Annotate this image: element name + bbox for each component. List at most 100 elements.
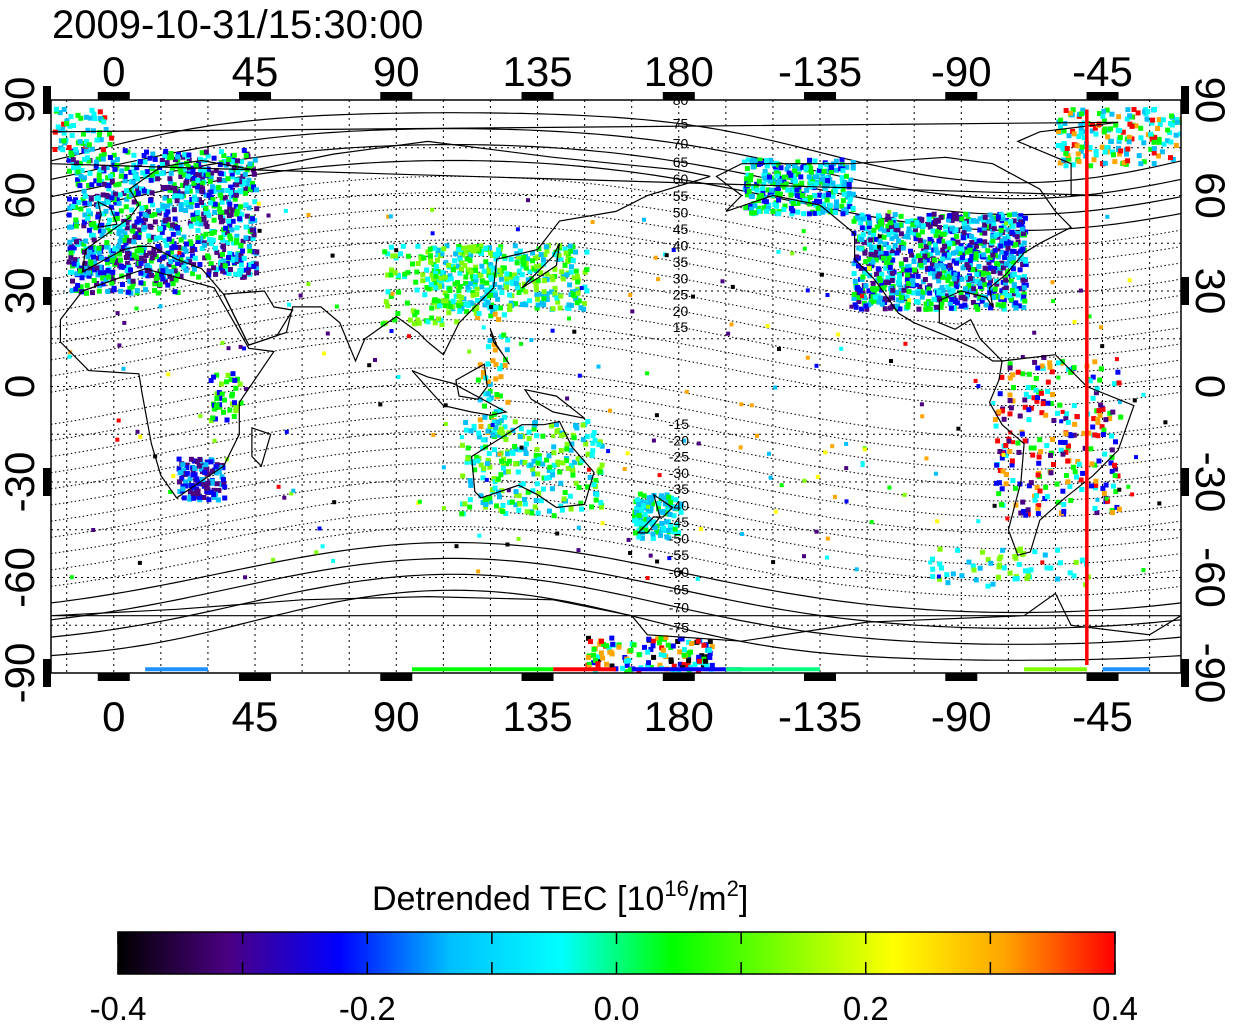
- tec-cell: [474, 305, 480, 311]
- tec-cell: [256, 201, 261, 206]
- tec-cell: [101, 270, 107, 276]
- contour-label: 15: [673, 319, 689, 335]
- tec-cell: [237, 188, 243, 194]
- tec-cell: [509, 499, 515, 505]
- tec-cell: [522, 496, 527, 502]
- tec-cell: [76, 200, 82, 205]
- tec-cell: [188, 204, 194, 210]
- tec-cell: [575, 273, 580, 279]
- tec-cell: [210, 237, 216, 243]
- tec-cell: [854, 567, 859, 572]
- tec-cell: [1134, 455, 1138, 460]
- tec-cell: [466, 287, 472, 293]
- tec-cell: [1141, 568, 1146, 572]
- tec-cell: [89, 146, 95, 152]
- tec-cell: [562, 490, 568, 495]
- tec-cell: [235, 158, 241, 164]
- tec-cell: [1025, 511, 1031, 517]
- tec-cell: [178, 206, 184, 212]
- tec-cell: [928, 560, 933, 565]
- tec-cell: [929, 261, 935, 267]
- tec-cell: [850, 205, 856, 211]
- contour-label: -45: [669, 514, 689, 530]
- tec-cell: [753, 184, 759, 190]
- tec-cell: [656, 529, 662, 535]
- contour-label: -50: [669, 530, 689, 546]
- tec-cell: [109, 135, 115, 141]
- tec-cell: [239, 211, 245, 217]
- lon-label-bottom: 180: [644, 693, 714, 740]
- tec-cell: [116, 418, 121, 423]
- tec-cell: [776, 197, 782, 203]
- tec-cell: [1011, 255, 1017, 261]
- tec-cell: [982, 222, 988, 228]
- tec-cell: [932, 268, 938, 274]
- tec-cell: [442, 303, 448, 309]
- tec-cell: [879, 280, 885, 286]
- tec-cell: [85, 127, 91, 133]
- tec-cell: [544, 277, 550, 283]
- tec-cell: [960, 235, 966, 241]
- tec-cell: [172, 268, 178, 274]
- tec-cell: [468, 252, 474, 258]
- tec-cell: [217, 464, 223, 470]
- tec-cell: [1090, 424, 1096, 430]
- tec-cell: [100, 211, 106, 217]
- tec-cell: [485, 361, 491, 367]
- tec-cell: [541, 261, 547, 267]
- tec-cell: [1013, 502, 1019, 508]
- tec-cell: [428, 258, 434, 264]
- tec-cell: [958, 243, 964, 249]
- tec-cell: [482, 414, 488, 420]
- tec-cell: [872, 298, 878, 304]
- tec-cell: [473, 310, 479, 316]
- tec-cell: [491, 342, 497, 347]
- tec-cell: [1021, 294, 1027, 300]
- tec-cell: [1037, 437, 1043, 443]
- tec-cell: [1037, 503, 1042, 508]
- tec-cell: [81, 241, 87, 247]
- tec-cell: [109, 280, 115, 286]
- tec-cell: [965, 275, 971, 281]
- tec-cell: [878, 226, 883, 232]
- tec-cell: [564, 458, 569, 464]
- tec-cell: [843, 209, 849, 215]
- tec-cell: [124, 225, 130, 231]
- tec-cell: [205, 480, 211, 486]
- tec-cell: [555, 531, 560, 536]
- tec-cell: [695, 638, 701, 644]
- tec-cell: [885, 275, 891, 281]
- tec-cell: [970, 299, 976, 305]
- tec-cell: [1110, 510, 1115, 516]
- tec-cell: [1017, 256, 1023, 262]
- tec-cell: [101, 228, 107, 234]
- tec-cell: [1003, 472, 1009, 477]
- tec-cell: [941, 268, 947, 274]
- tec-cell: [883, 260, 889, 266]
- tec-cell: [887, 209, 892, 214]
- tec-cell: [124, 268, 130, 274]
- tec-cell: [190, 253, 195, 259]
- tec-cell: [550, 328, 555, 333]
- tec-cell: [1151, 161, 1157, 167]
- tec-cell: [815, 474, 820, 479]
- tec-cell: [745, 157, 751, 163]
- tec-cell: [875, 266, 881, 272]
- tec-cell: [816, 210, 822, 216]
- tec-cell: [764, 163, 770, 169]
- tec-cell: [974, 218, 980, 224]
- tec-cell: [128, 192, 134, 198]
- tec-cell: [1102, 126, 1108, 132]
- lat-label-right: -90: [1187, 643, 1234, 704]
- contour-label: -60: [669, 564, 689, 580]
- tec-cell: [1002, 236, 1008, 242]
- tec-cell: [229, 171, 235, 177]
- tec-cell: [821, 201, 827, 207]
- tec-cell: [526, 436, 532, 441]
- tec-cell: [234, 209, 240, 214]
- tec-cell: [532, 278, 538, 284]
- tec-cell: [208, 418, 214, 424]
- tec-cell: [501, 332, 507, 338]
- tec-cell: [425, 319, 431, 325]
- tec-cell: [497, 393, 503, 399]
